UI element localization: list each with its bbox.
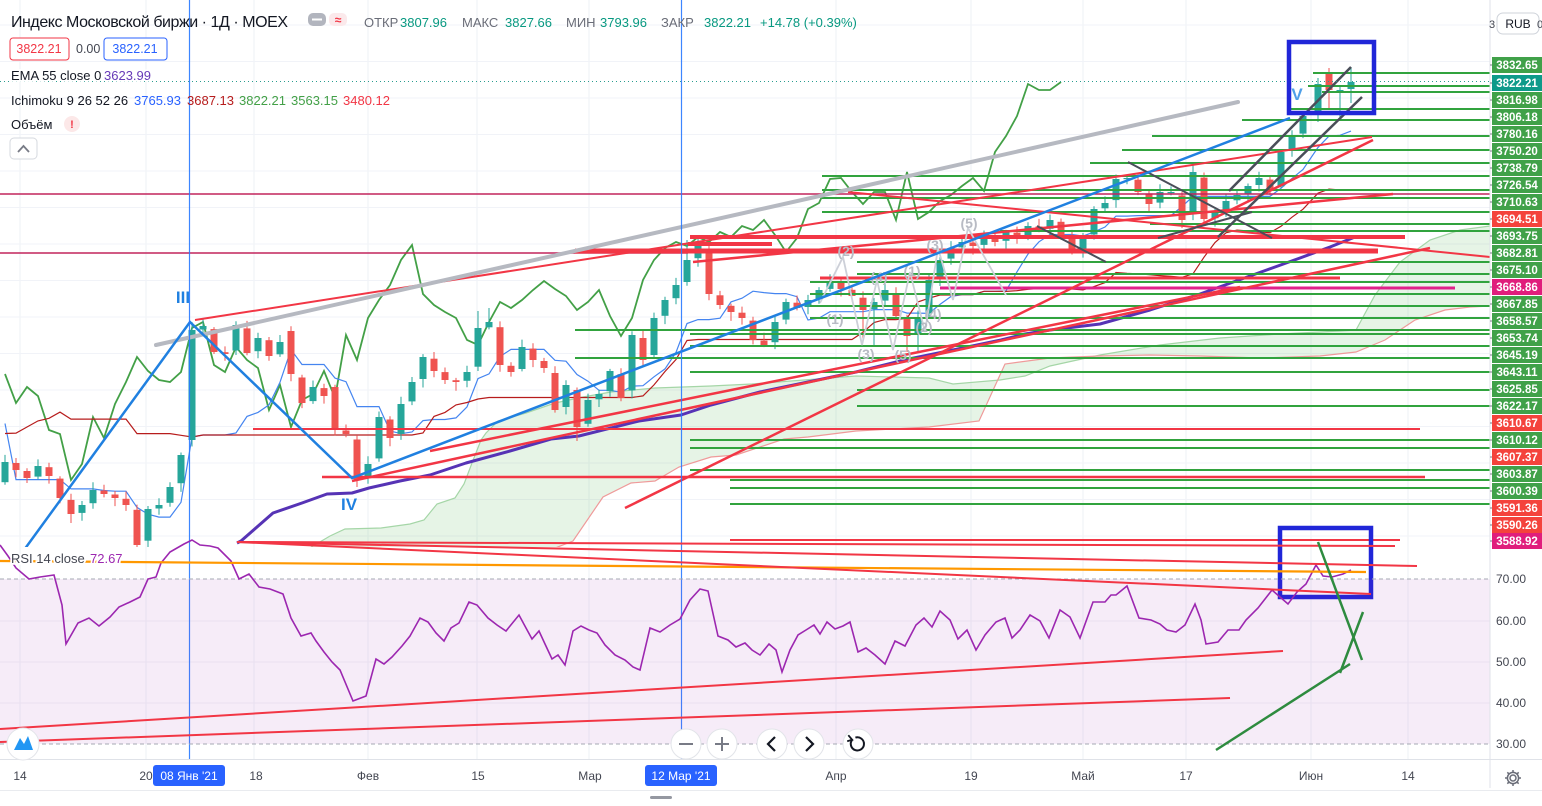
svg-text:3610.67: 3610.67 — [1496, 418, 1538, 430]
svg-text:14: 14 — [13, 769, 27, 783]
svg-text:(2): (2) — [915, 319, 932, 335]
svg-text:+14.78 (+0.39%): +14.78 (+0.39%) — [760, 15, 857, 30]
svg-text:RSI 14 close: RSI 14 close — [11, 551, 85, 566]
svg-text:Апр: Апр — [825, 769, 847, 783]
svg-text:3643.11: 3643.11 — [1497, 367, 1539, 379]
svg-text:17: 17 — [1179, 769, 1193, 783]
svg-text:3590.26: 3590.26 — [1496, 520, 1538, 532]
svg-text:МИН: МИН — [566, 15, 596, 30]
svg-text:3588.92: 3588.92 — [1496, 536, 1538, 548]
svg-text:Объём: Объём — [11, 117, 52, 132]
svg-text:ОТКР: ОТКР — [364, 15, 398, 30]
svg-text:3822.21: 3822.21 — [1496, 78, 1538, 90]
svg-text:(2): (2) — [837, 243, 854, 259]
svg-text:(5): (5) — [894, 347, 911, 363]
svg-text:III: III — [176, 288, 190, 307]
svg-text:3563.15: 3563.15 — [291, 93, 338, 108]
svg-text:(1): (1) — [903, 263, 920, 279]
svg-text:3610.12: 3610.12 — [1496, 435, 1538, 447]
svg-text:3668.86: 3668.86 — [1496, 282, 1538, 294]
svg-text:3625.85: 3625.85 — [1496, 384, 1538, 396]
svg-text:3480.12: 3480.12 — [343, 93, 390, 108]
svg-text:(4): (4) — [924, 306, 941, 322]
svg-text:Май: Май — [1071, 769, 1095, 783]
svg-text:3607.37: 3607.37 — [1496, 452, 1538, 464]
svg-text:3710.63: 3710.63 — [1496, 197, 1538, 209]
svg-text:50.00: 50.00 — [1496, 655, 1526, 669]
svg-text:!: ! — [70, 119, 74, 131]
svg-text:Ichimoku 9 26 52 26: Ichimoku 9 26 52 26 — [11, 93, 128, 108]
svg-text:60.00: 60.00 — [1496, 614, 1526, 628]
svg-text:ЗАКР: ЗАКР — [661, 15, 694, 30]
svg-text:3726.54: 3726.54 — [1496, 180, 1538, 192]
svg-text:3822.21: 3822.21 — [16, 42, 61, 56]
svg-text:3603.87: 3603.87 — [1496, 469, 1538, 481]
svg-text:3750.20: 3750.20 — [1496, 146, 1538, 158]
svg-text:3: 3 — [1489, 19, 1495, 31]
svg-text:3622.17: 3622.17 — [1496, 401, 1538, 413]
svg-text:(3): (3) — [857, 346, 874, 362]
svg-text:Мар: Мар — [578, 769, 602, 783]
svg-text:3645.19: 3645.19 — [1496, 350, 1538, 362]
svg-text:0: 0 — [1537, 19, 1542, 31]
svg-text:Июн: Июн — [1299, 769, 1323, 783]
svg-text:Индекс Московской биржи · 1Д ·: Индекс Московской биржи · 1Д · MOEX — [11, 14, 288, 31]
svg-text:(1): (1) — [826, 311, 843, 327]
svg-text:RUB: RUB — [1505, 17, 1530, 31]
svg-text:15: 15 — [471, 769, 485, 783]
svg-text:14: 14 — [1401, 769, 1415, 783]
svg-text:EMA 55 close 0: EMA 55 close 0 — [11, 68, 101, 83]
svg-text:3793.96: 3793.96 — [600, 15, 647, 30]
svg-text:19: 19 — [964, 769, 978, 783]
svg-text:3827.66: 3827.66 — [505, 15, 552, 30]
svg-text:≈: ≈ — [335, 13, 342, 27]
svg-text:Фев: Фев — [357, 769, 379, 783]
svg-text:(5): (5) — [960, 215, 977, 231]
svg-text:3832.65: 3832.65 — [1496, 60, 1538, 72]
svg-text:3591.36: 3591.36 — [1496, 503, 1538, 515]
svg-text:3765.93: 3765.93 — [134, 93, 181, 108]
svg-text:3682.81: 3682.81 — [1496, 248, 1538, 260]
svg-text:72.67: 72.67 — [90, 551, 123, 566]
svg-text:40.00: 40.00 — [1496, 696, 1526, 710]
svg-text:3816.98: 3816.98 — [1496, 95, 1538, 107]
svg-text:3623.99: 3623.99 — [104, 68, 151, 83]
svg-text:70.00: 70.00 — [1496, 572, 1526, 586]
svg-text:3653.74: 3653.74 — [1496, 333, 1538, 345]
svg-text:МАКС: МАКС — [462, 15, 498, 30]
svg-text:3687.13: 3687.13 — [187, 93, 234, 108]
svg-text:3667.85: 3667.85 — [1496, 299, 1538, 311]
svg-text:3693.75: 3693.75 — [1496, 231, 1538, 243]
svg-text:3806.18: 3806.18 — [1496, 112, 1538, 124]
svg-text:IV: IV — [341, 495, 358, 514]
svg-text:3738.79: 3738.79 — [1496, 163, 1538, 175]
svg-text:3600.39: 3600.39 — [1496, 486, 1538, 498]
svg-text:3822.21: 3822.21 — [239, 93, 286, 108]
svg-text:08 Янв '21: 08 Янв '21 — [160, 769, 218, 783]
svg-text:18: 18 — [249, 769, 263, 783]
svg-text:V: V — [1291, 85, 1303, 104]
svg-text:3822.21: 3822.21 — [704, 15, 751, 30]
svg-text:3807.96: 3807.96 — [400, 15, 447, 30]
svg-text:12 Мар '21: 12 Мар '21 — [651, 769, 710, 783]
svg-text:3694.51: 3694.51 — [1496, 214, 1538, 226]
svg-text:3780.16: 3780.16 — [1496, 129, 1538, 141]
svg-text:3675.10: 3675.10 — [1496, 265, 1538, 277]
svg-text:3658.57: 3658.57 — [1496, 316, 1538, 328]
svg-text:(3): (3) — [926, 237, 943, 253]
svg-text:30.00: 30.00 — [1496, 737, 1526, 751]
svg-text:0.00: 0.00 — [76, 42, 100, 56]
svg-text:3822.21: 3822.21 — [112, 42, 157, 56]
svg-text:20: 20 — [139, 769, 153, 783]
